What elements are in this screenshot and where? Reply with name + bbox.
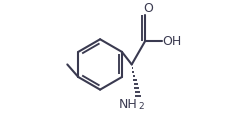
Text: 2: 2 xyxy=(139,102,144,111)
Text: OH: OH xyxy=(163,35,182,47)
Text: O: O xyxy=(143,2,153,15)
Text: NH: NH xyxy=(119,98,138,111)
